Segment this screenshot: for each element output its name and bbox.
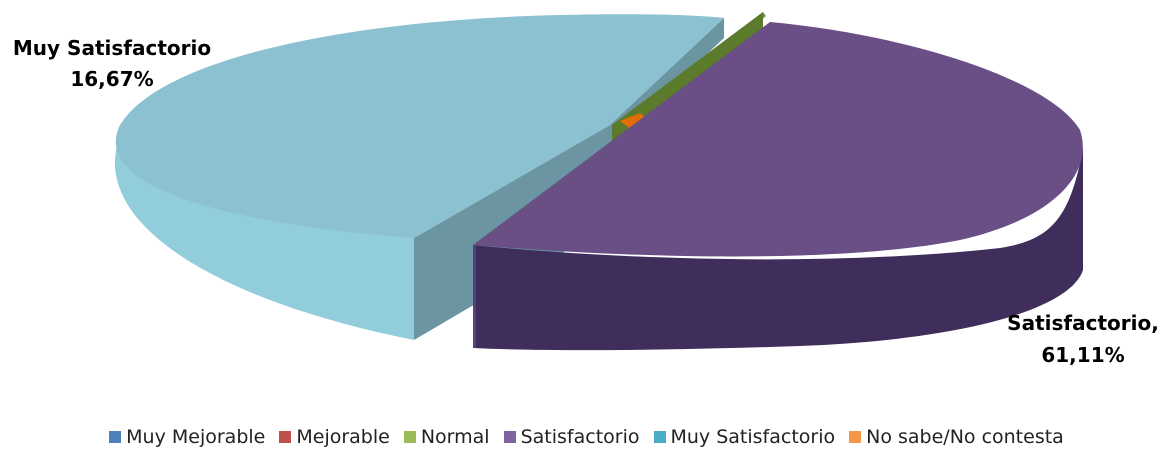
legend-item-normal: Normal: [403, 426, 490, 448]
pie-chart: Muy Satisfactorio 16,67% Satisfactorio, …: [13, 12, 1159, 367]
slice-no-sabe: [620, 113, 650, 130]
legend: Muy Mejorable Mejorable Normal Satisfactori…: [0, 426, 1173, 448]
slice-normal-side: [612, 12, 763, 145]
data-label-muy-satisfactorio: Muy Satisfactorio 16,67%: [13, 36, 211, 91]
legend-label-muy-satisfactorio: Muy Satisfactorio: [670, 426, 836, 448]
slice-satisfactorio-side: [473, 148, 1083, 351]
legend-label-muy-mejorable: Muy Mejorable: [126, 426, 266, 448]
data-label-satisfactorio-value: 61,11%: [1041, 343, 1124, 367]
legend-label-mejorable: Mejorable: [296, 426, 390, 448]
slice-muy-satisfactorio-top: [115, 14, 725, 238]
slice-satisfactorio-top: [473, 22, 1083, 257]
legend-label-no-sabe-no-contesta: No sabe/No contesta: [866, 426, 1064, 448]
legend-label-normal: Normal: [420, 426, 490, 448]
data-label-satisfactorio-name: Satisfactorio,: [1007, 311, 1159, 335]
slice-satisfactorio-cut-face: [473, 245, 476, 348]
legend-swatch-muy-mejorable: [109, 431, 122, 443]
legend-swatch-muy-satisfactorio: [653, 431, 666, 443]
legend-item-satisfactorio: Satisfactorio: [503, 426, 640, 448]
legend-swatch-normal: [403, 431, 416, 443]
slice-no-sabe-top: [620, 113, 650, 130]
legend-item-muy-mejorable: Muy Mejorable: [109, 426, 265, 448]
legend-swatch-no-sabe-no-contesta: [849, 431, 862, 443]
legend-label-satisfactorio: Satisfactorio: [520, 426, 640, 448]
slice-satisfactorio: [473, 22, 1083, 351]
slice-normal: [612, 12, 766, 145]
data-label-muy-satisfactorio-name: Muy Satisfactorio: [13, 36, 211, 60]
legend-swatch-satisfactorio: [503, 431, 516, 443]
legend-swatch-mejorable: [279, 431, 292, 443]
legend-item-mejorable: Mejorable: [279, 426, 390, 448]
data-label-muy-satisfactorio-value: 16,67%: [70, 67, 153, 91]
data-label-satisfactorio: Satisfactorio, 61,11%: [1007, 311, 1159, 367]
legend-item-muy-satisfactorio: Muy Satisfactorio: [653, 426, 836, 448]
legend-item-no-sabe-no-contesta: No sabe/No contesta: [849, 426, 1064, 448]
